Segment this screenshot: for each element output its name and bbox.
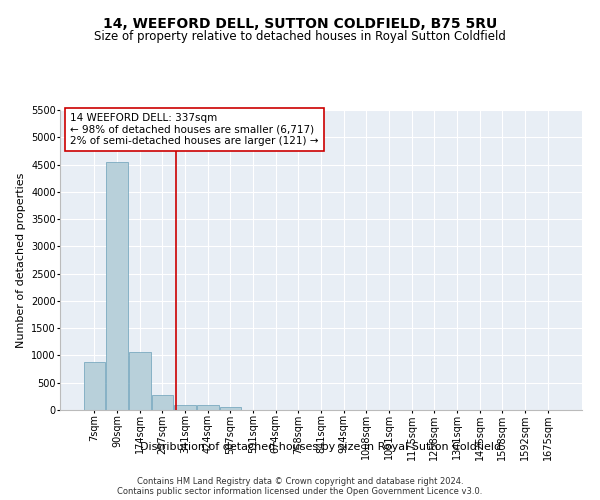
Bar [129, 352, 151, 410]
Text: 14 WEEFORD DELL: 337sqm
← 98% of detached houses are smaller (6,717)
2% of semi-: 14 WEEFORD DELL: 337sqm ← 98% of detache… [70, 113, 319, 146]
Bar [175, 405, 196, 410]
Bar [106, 162, 128, 410]
Bar [197, 405, 218, 410]
Y-axis label: Number of detached properties: Number of detached properties [16, 172, 26, 348]
Text: 14, WEEFORD DELL, SUTTON COLDFIELD, B75 5RU: 14, WEEFORD DELL, SUTTON COLDFIELD, B75 … [103, 18, 497, 32]
Text: Contains public sector information licensed under the Open Government Licence v3: Contains public sector information licen… [118, 488, 482, 496]
Bar [220, 407, 241, 410]
Bar [152, 394, 173, 410]
Text: Contains HM Land Registry data © Crown copyright and database right 2024.: Contains HM Land Registry data © Crown c… [137, 478, 463, 486]
Text: Size of property relative to detached houses in Royal Sutton Coldfield: Size of property relative to detached ho… [94, 30, 506, 43]
Bar [84, 362, 105, 410]
Text: Distribution of detached houses by size in Royal Sutton Coldfield: Distribution of detached houses by size … [140, 442, 502, 452]
